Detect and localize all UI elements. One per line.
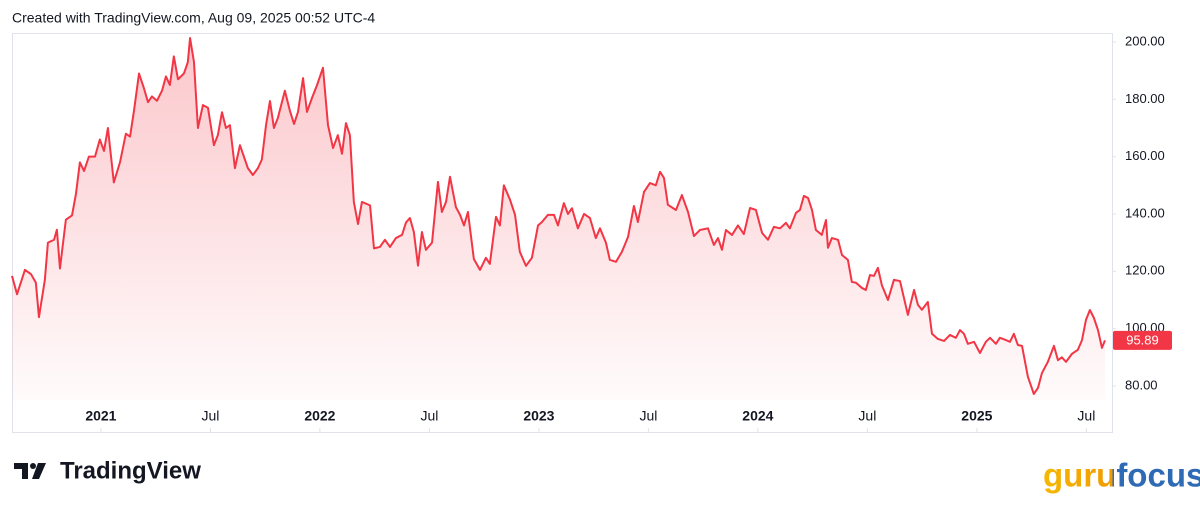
x-tick-label: Jul (1077, 408, 1095, 424)
y-tick-label: 160.00 (1125, 148, 1165, 163)
price-line (11, 36, 1106, 395)
y-tick-label: 200.00 (1125, 33, 1165, 48)
plot-area: 80.00100.00120.00140.00160.00180.00200.0… (11, 33, 1172, 432)
header-credit: Created with TradingView.com, Aug 09, 20… (12, 10, 375, 26)
x-tick-label: Jul (420, 408, 438, 424)
x-tick-label: 2021 (85, 408, 116, 424)
x-tick-label: Jul (201, 408, 219, 424)
gurufocus-wordmark: gurufocus (1043, 457, 1200, 494)
x-tick-label: 2022 (304, 408, 335, 424)
y-tick-label: 140.00 (1125, 205, 1165, 220)
y-tick-label: 180.00 (1125, 91, 1165, 106)
x-tick-label: 2024 (742, 408, 773, 424)
y-tick-label: 80.00 (1125, 377, 1158, 392)
last-price-label: 95.89 (1126, 332, 1159, 347)
x-tick-label: Jul (858, 408, 876, 424)
x-tick-label: 2025 (961, 408, 992, 424)
y-tick-label: 120.00 (1125, 263, 1165, 278)
plot-frame (12, 33, 1113, 433)
x-tick-label: 2023 (523, 408, 554, 424)
x-tick-label: Jul (639, 408, 657, 424)
tradingview-wordmark: TradingView (60, 457, 201, 484)
area-fill (12, 37, 1105, 401)
tradingview-logo: TradingView (14, 457, 201, 484)
last-price-tag (1113, 330, 1172, 350)
